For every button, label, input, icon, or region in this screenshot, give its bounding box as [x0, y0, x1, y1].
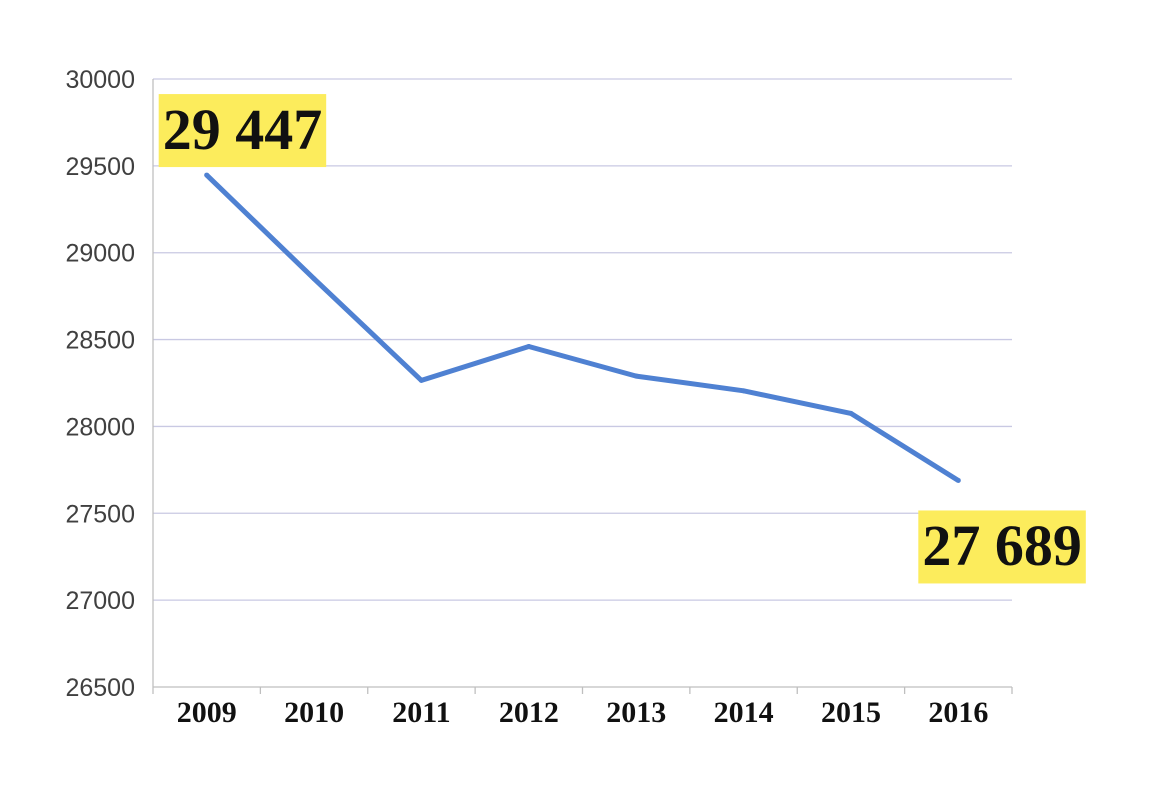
- data-point: [204, 172, 210, 178]
- x-tick-label: 2014: [714, 696, 774, 729]
- x-tick-label: 2010: [284, 696, 344, 729]
- data-point: [633, 373, 639, 379]
- x-tick-label: 2011: [392, 696, 450, 729]
- y-tick-label: 28500: [65, 327, 135, 355]
- y-tick-label: 29000: [65, 240, 135, 268]
- x-tick-label: 2009: [177, 696, 237, 729]
- callout-highlight: [158, 94, 327, 168]
- y-tick-label: 28000: [65, 413, 135, 441]
- y-tick-label: 26500: [65, 674, 135, 702]
- data-point: [741, 388, 747, 394]
- y-axis-tick-labels: 26500 27000 27500 28000 28500 29000 29500 30000: [65, 66, 135, 702]
- callout-label: 27 689: [922, 513, 1082, 578]
- y-tick-label: 27000: [65, 587, 135, 615]
- x-tick-label: 2012: [499, 696, 559, 729]
- data-point: [848, 410, 854, 416]
- x-tick-label: 2013: [606, 696, 666, 729]
- y-tick-label: 29500: [65, 153, 135, 181]
- annotations: 29 447 27 689: [158, 94, 1086, 584]
- data-point: [418, 377, 424, 383]
- series-line: [204, 173, 960, 483]
- y-tick-label: 27500: [65, 500, 135, 528]
- data-point: [955, 477, 961, 483]
- series: [204, 172, 961, 483]
- x-tick-label: 2015: [821, 696, 881, 729]
- callout-highlight: [918, 510, 1086, 584]
- y-tick-label: 30000: [65, 66, 135, 94]
- value-callout: 29 447: [158, 94, 327, 168]
- x-tick-label: 2016: [928, 696, 988, 729]
- data-point: [311, 276, 317, 282]
- axes: [152, 79, 1013, 694]
- value-callout: 27 689: [918, 510, 1086, 584]
- x-axis-tick-labels: 2009 2010 2011 2012 2013 2014 2015 2016: [177, 696, 989, 729]
- callout-label: 29 447: [163, 97, 323, 162]
- data-point: [526, 344, 532, 350]
